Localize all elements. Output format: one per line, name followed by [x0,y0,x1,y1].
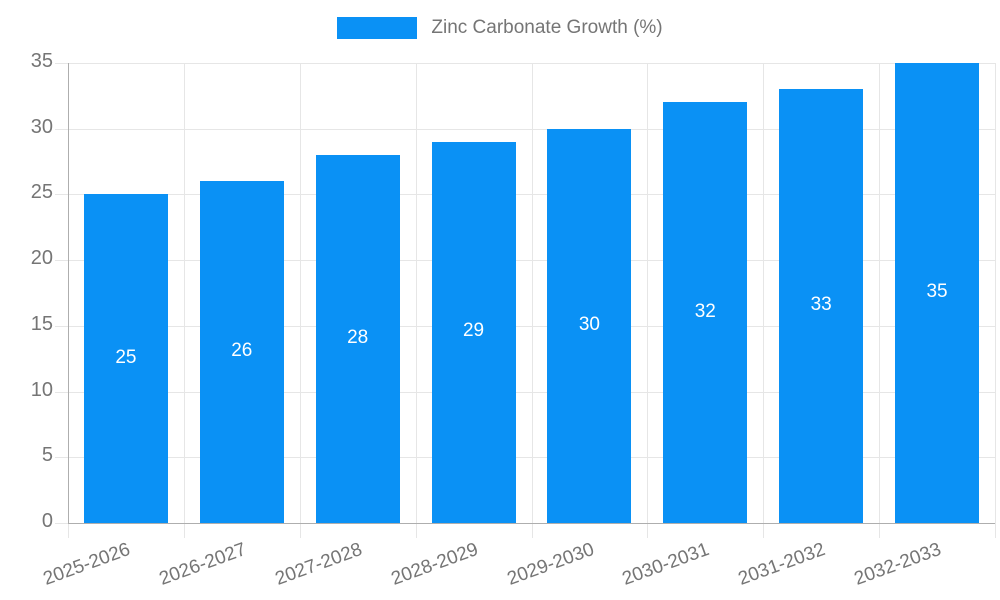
bar[interactable] [779,89,864,523]
legend-label: Zinc Carbonate Growth (%) [431,17,663,38]
bar[interactable] [663,102,748,523]
h-gridline [55,457,995,459]
bar-value-label: 33 [810,294,832,316]
bar[interactable] [83,194,168,523]
bar-value-label: 25 [115,346,137,368]
x-tick-label: 2032-2033 [851,539,945,590]
v-gridline [995,63,996,523]
bar-value-label: 32 [694,300,716,322]
x-tick-label: 2028-2029 [388,539,481,590]
h-gridline [55,260,995,262]
y-tick-label: 30 [30,115,53,138]
bar-value-label: 28 [347,327,369,348]
y-tick-label: 20 [30,247,53,270]
bar-value-label: 29 [462,320,485,342]
x-axis-tick [183,523,185,538]
y-tick-label: 15 [30,312,53,335]
x-tick-label: 2029-2030 [504,539,597,590]
y-tick-label: 10 [30,378,53,401]
v-gridline [299,63,301,523]
v-gridline [531,63,533,523]
bar[interactable] [895,63,980,523]
bar-value-label: 26 [231,340,253,362]
h-gridline [55,194,995,196]
h-gridline [55,128,995,130]
x-axis-line [68,523,995,524]
x-tick-label: 2026-2027 [156,539,249,590]
v-gridline [183,63,185,523]
y-axis-line [68,63,69,523]
legend[interactable]: Zinc Carbonate Growth (%) [0,17,1000,39]
y-tick-label: 5 [41,444,53,467]
x-axis-tick [879,523,881,538]
v-gridline [415,63,417,523]
bar-value-label: 35 [926,281,948,302]
v-gridline [647,63,649,523]
h-gridline [55,391,995,393]
x-tick-label: 2025-2026 [40,539,134,590]
v-gridline [879,63,881,523]
x-axis-tick [647,523,649,538]
v-gridline [763,63,765,523]
x-axis-tick [995,523,996,538]
legend-swatch [337,17,418,39]
bar[interactable] [431,141,516,523]
x-tick-label: 2031-2032 [735,539,829,590]
bar-value-label: 30 [578,313,600,335]
x-axis-tick [299,523,301,538]
y-tick-label: 0 [41,510,53,532]
bar[interactable] [199,181,284,523]
x-axis-tick [68,523,69,538]
x-axis-tick [763,523,765,538]
x-axis-tick [415,523,417,538]
bar[interactable] [547,128,632,523]
x-axis-tick [531,523,533,538]
h-gridline [55,63,995,64]
bar[interactable] [315,155,400,523]
x-tick-label: 2027-2028 [272,539,365,590]
x-tick-label: 2030-2031 [619,539,713,590]
y-tick-label: 25 [30,181,53,204]
h-gridline [55,325,995,327]
y-tick-label: 35 [30,50,53,72]
